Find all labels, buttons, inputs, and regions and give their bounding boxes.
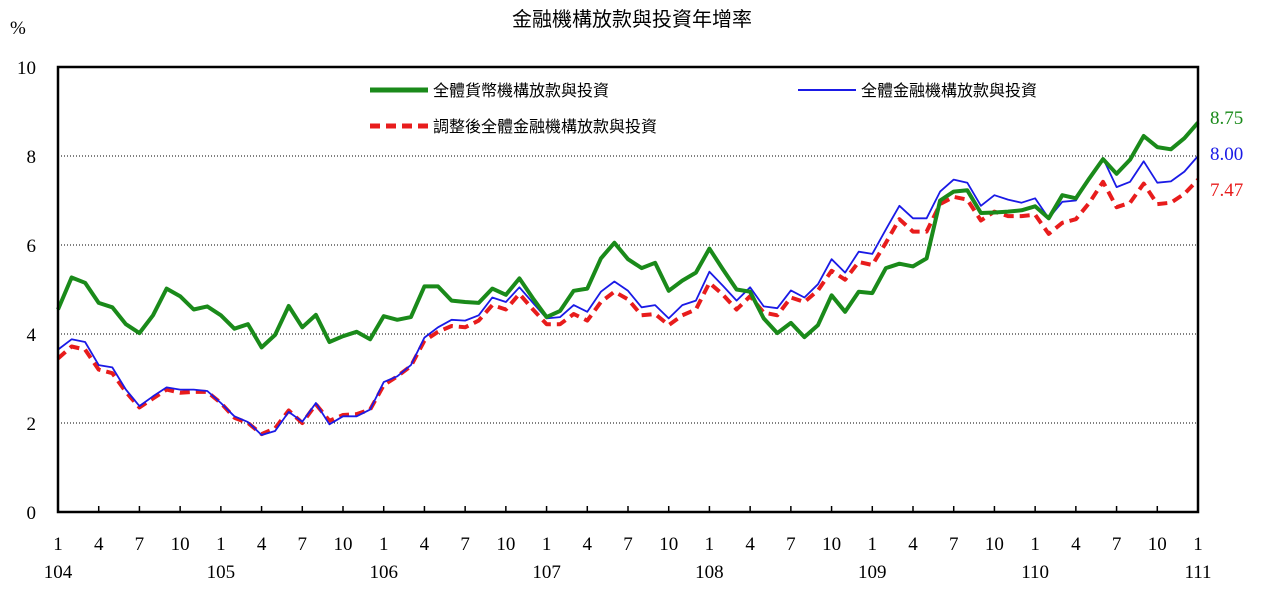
y-tick-label: 2 <box>27 414 37 435</box>
legend-label-series-1: 全體貨幣機構放款與投資 <box>433 81 609 100</box>
y-axis-ticks: 0 2 4 6 8 10 <box>17 58 37 524</box>
x-tick-label-year: 110 <box>1021 562 1049 583</box>
x-tick-label-month: 1 <box>542 534 552 555</box>
x-tick-label-year: 108 <box>695 562 724 583</box>
x-tick-label-month: 7 <box>786 534 796 555</box>
chart-title: 金融機構放款與投資年增率 <box>512 7 752 31</box>
x-tick-label-year: 105 <box>207 562 236 583</box>
x-tick-label-year: 109 <box>858 562 887 583</box>
x-tick-label-month: 7 <box>460 534 470 555</box>
y-axis-unit-label: % <box>10 18 26 39</box>
x-tick-label-month: 10 <box>496 534 515 555</box>
y-tick-label: 8 <box>27 147 37 168</box>
y-tick-label: 6 <box>27 236 37 257</box>
y-tick-label: 4 <box>27 325 37 346</box>
x-tick-label-month: 4 <box>745 534 755 555</box>
x-tick-label-year: 107 <box>532 562 561 583</box>
x-tick-label-month: 7 <box>135 534 145 555</box>
x-tick-label-month: 4 <box>94 534 104 555</box>
x-tick-label-year: 104 <box>44 562 73 583</box>
x-tick-label-month: 1 <box>216 534 226 555</box>
series-line-2 <box>57 155 1199 436</box>
y-tick-label: 10 <box>17 58 36 79</box>
x-tick-label-month: 1 <box>1193 534 1203 555</box>
legend-label-series-2: 全體金融機構放款與投資 <box>861 81 1037 100</box>
x-tick-label-month: 4 <box>420 534 430 555</box>
x-tick-label-month: 4 <box>583 534 593 555</box>
legend: 全體貨幣機構放款與投資 全體金融機構放款與投資 調整後全體金融機構放款與投資 <box>370 81 1037 136</box>
x-tick-label-month: 7 <box>949 534 959 555</box>
series-line-3 <box>56 178 1200 437</box>
x-tick-label-month: 1 <box>53 534 63 555</box>
x-tick-label-month: 4 <box>257 534 267 555</box>
x-tick-label-year: 106 <box>369 562 398 583</box>
legend-label-series-3: 調整後全體金融機構放款與投資 <box>433 117 657 136</box>
x-tick-label-month: 1 <box>379 534 389 555</box>
end-value-label-series-1: 8.75 <box>1210 108 1243 129</box>
x-tick-label-month: 1 <box>1030 534 1040 555</box>
x-tick-label-month: 10 <box>171 534 190 555</box>
y-tick-label: 0 <box>27 503 37 524</box>
series-lines <box>56 121 1200 437</box>
x-tick-label-month: 10 <box>985 534 1004 555</box>
end-value-label-series-3: 7.47 <box>1210 180 1243 201</box>
x-tick-label-month: 10 <box>659 534 678 555</box>
x-tick-label-month: 7 <box>298 534 308 555</box>
x-tick-label-month: 10 <box>822 534 841 555</box>
x-tick-label-month: 1 <box>705 534 715 555</box>
end-value-labels: 8.75 8.00 7.47 <box>1210 108 1243 201</box>
x-tick-label-month: 7 <box>1112 534 1122 555</box>
x-tick-label-year: 111 <box>1184 562 1211 583</box>
x-tick-label-month: 10 <box>1148 534 1167 555</box>
x-tick-label-month: 4 <box>908 534 918 555</box>
x-tick-label-month: 4 <box>1071 534 1081 555</box>
x-axis-ticks: 1 4 7 10 1 4 7 10 1 4 7 10 1 4 7 10 1 4 7 10 1 4 7 10 1 4 7 10 1 104 1… <box>44 506 1212 583</box>
end-value-label-series-2: 8.00 <box>1210 144 1243 165</box>
series-line-1 <box>56 121 1200 350</box>
x-tick-label-month: 7 <box>623 534 633 555</box>
x-tick-label-month: 10 <box>334 534 353 555</box>
x-tick-label-month: 1 <box>868 534 878 555</box>
gridlines <box>58 155 1198 424</box>
plot-frame <box>56 65 1200 514</box>
